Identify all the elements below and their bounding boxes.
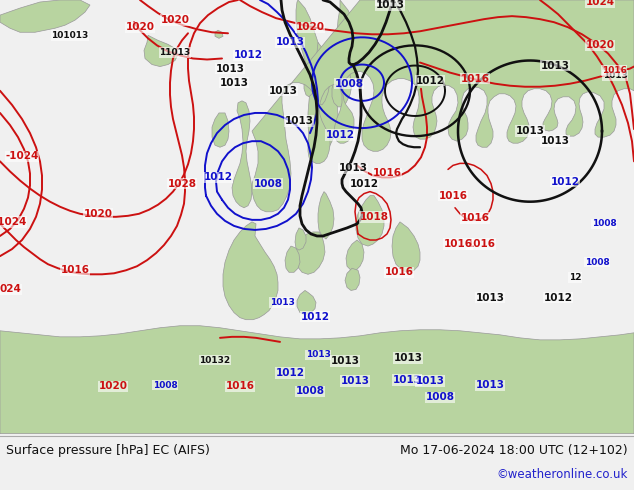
Text: 1013: 1013: [375, 0, 404, 5]
Text: 1018: 1018: [359, 212, 389, 222]
Text: 1013: 1013: [394, 353, 422, 363]
Text: 1013: 1013: [216, 64, 245, 74]
Text: -1024: -1024: [5, 151, 39, 161]
Text: 1020: 1020: [295, 22, 325, 32]
Text: 1012: 1012: [349, 178, 378, 189]
Text: 1012: 1012: [301, 312, 330, 321]
Text: 1008: 1008: [295, 386, 325, 396]
Polygon shape: [360, 0, 489, 62]
Text: Mo 17-06-2024 18:00 UTC (12+102): Mo 17-06-2024 18:00 UTC (12+102): [401, 444, 628, 457]
Text: 1016: 1016: [226, 381, 254, 391]
Polygon shape: [0, 326, 634, 434]
Text: 1016: 1016: [460, 213, 489, 223]
Text: 1012: 1012: [325, 130, 354, 140]
Text: -1024: -1024: [0, 217, 27, 227]
Text: 024: 024: [0, 284, 21, 294]
Text: ©weatheronline.co.uk: ©weatheronline.co.uk: [496, 468, 628, 481]
Text: 1016: 1016: [467, 239, 496, 249]
Polygon shape: [223, 222, 278, 319]
Polygon shape: [345, 268, 360, 291]
Polygon shape: [212, 113, 229, 147]
Polygon shape: [215, 30, 223, 38]
Text: 12: 12: [569, 273, 581, 282]
Text: 1013: 1013: [340, 376, 370, 386]
Polygon shape: [295, 228, 306, 250]
Polygon shape: [252, 0, 634, 212]
Text: 1013: 1013: [392, 375, 422, 385]
Text: 1016: 1016: [384, 267, 413, 277]
Text: 101013: 101013: [51, 31, 89, 40]
Text: 1016: 1016: [439, 191, 467, 200]
Text: 1012: 1012: [550, 176, 579, 187]
Text: 1013: 1013: [476, 380, 505, 390]
Text: 1008: 1008: [592, 220, 616, 228]
Polygon shape: [356, 196, 384, 246]
Polygon shape: [334, 0, 360, 93]
Text: 1020: 1020: [160, 15, 190, 25]
Text: 1013: 1013: [306, 350, 330, 360]
Text: 1013: 1013: [285, 116, 313, 126]
Text: 1012: 1012: [415, 75, 444, 86]
Text: 1013: 1013: [375, 0, 404, 10]
Polygon shape: [392, 222, 420, 272]
Text: 1013: 1013: [269, 86, 297, 96]
Text: 1024: 1024: [585, 0, 614, 7]
Text: 1013: 1013: [541, 61, 569, 71]
Text: Surface pressure [hPa] EC (AIFS): Surface pressure [hPa] EC (AIFS): [6, 444, 210, 457]
Text: 1020: 1020: [126, 22, 155, 32]
Text: 1016: 1016: [460, 74, 489, 84]
Text: 1020: 1020: [84, 209, 112, 219]
Text: 1013: 1013: [339, 164, 368, 173]
Text: 1012: 1012: [233, 50, 262, 60]
Text: 1013: 1013: [515, 126, 545, 136]
Text: 1008: 1008: [254, 178, 283, 189]
Polygon shape: [144, 35, 178, 67]
Text: 1016: 1016: [373, 169, 401, 178]
Text: 1008: 1008: [585, 258, 609, 267]
Text: 11013: 11013: [159, 48, 191, 57]
Polygon shape: [285, 246, 300, 272]
Text: 1008: 1008: [153, 381, 178, 390]
Polygon shape: [296, 0, 338, 156]
Polygon shape: [304, 71, 316, 97]
Text: 1012: 1012: [543, 293, 573, 302]
Polygon shape: [332, 60, 352, 107]
Text: 1016: 1016: [444, 239, 472, 249]
Polygon shape: [297, 291, 316, 315]
Text: 1012: 1012: [276, 368, 304, 378]
Polygon shape: [296, 232, 325, 274]
Text: 1008: 1008: [335, 79, 363, 89]
Text: 1013: 1013: [330, 356, 359, 366]
Text: 1008: 1008: [425, 392, 455, 402]
Polygon shape: [346, 240, 364, 270]
Text: 1028: 1028: [167, 178, 197, 189]
Text: 1013: 1013: [476, 293, 505, 302]
Text: 1020: 1020: [586, 40, 614, 50]
Text: 1020: 1020: [98, 381, 127, 391]
Polygon shape: [318, 192, 334, 239]
Text: 1013: 1013: [219, 78, 249, 88]
Polygon shape: [489, 0, 634, 54]
Text: 1013: 1013: [541, 136, 569, 146]
Text: 1013: 1013: [269, 298, 294, 307]
Polygon shape: [232, 101, 252, 208]
Polygon shape: [314, 42, 330, 105]
Text: 1013: 1013: [602, 71, 628, 80]
Text: 10132: 10132: [200, 356, 231, 365]
Text: 1012: 1012: [204, 172, 233, 182]
Text: 1013: 1013: [276, 37, 304, 48]
Text: 1016: 1016: [60, 265, 89, 275]
Text: 1013: 1013: [415, 376, 444, 386]
Polygon shape: [0, 0, 90, 32]
Text: 1016: 1016: [602, 66, 626, 75]
